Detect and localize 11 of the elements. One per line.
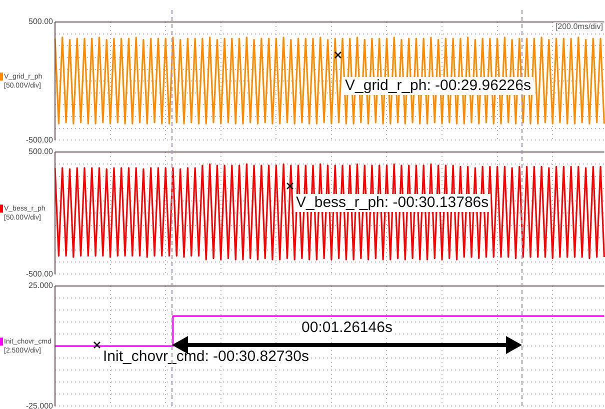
y-tick-label: 500.00 — [28, 147, 54, 156]
annotation: 00:01.26146s — [302, 319, 392, 336]
annotation: V_bess_r_ph: -00:30.13786s — [296, 194, 489, 212]
y-tick-label: -500.00 — [26, 135, 54, 144]
y-tick-label: -25.000 — [26, 401, 54, 409]
annotation: V_grid_r_ph: -00:29.96226s — [345, 77, 531, 94]
annotation: Init_chovr_cmd: -00:30.82730s — [103, 348, 309, 366]
y-tick-label: 500.00 — [28, 17, 54, 26]
annotation: [200.0ms/div] — [555, 22, 603, 32]
y-tick-label: 25.000 — [28, 281, 54, 290]
y-tick-label: -500.00 — [26, 269, 54, 278]
